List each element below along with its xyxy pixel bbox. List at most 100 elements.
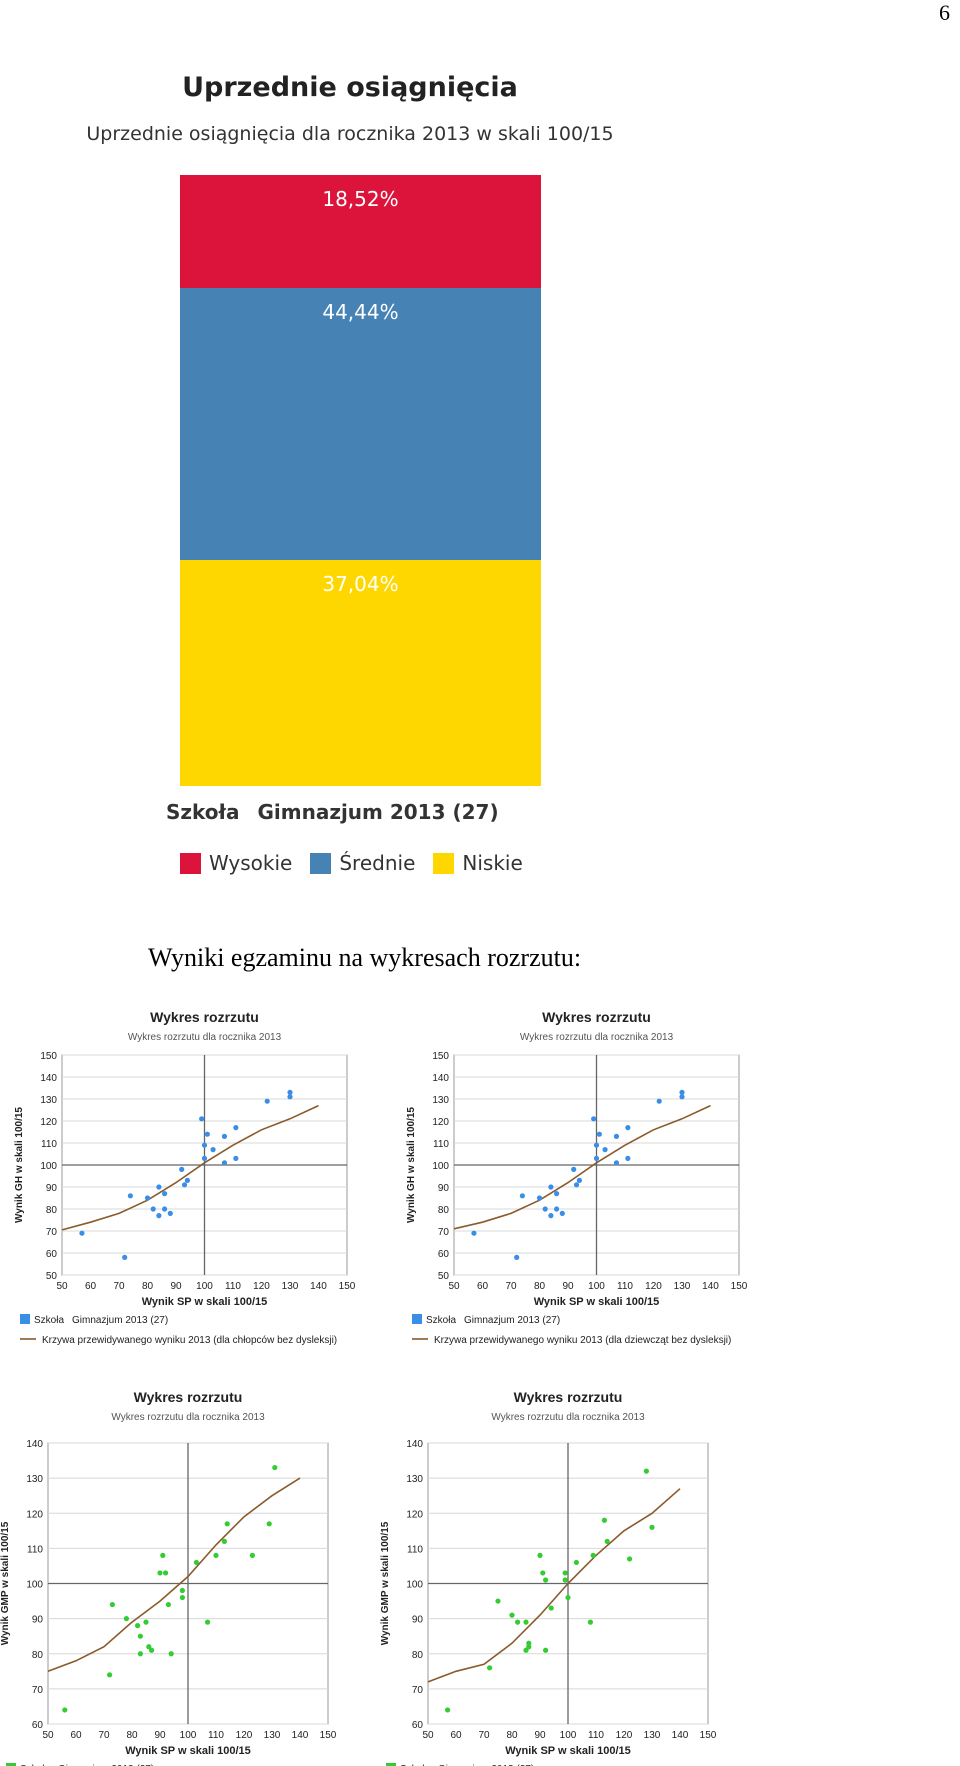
x-tick-label: 110 (588, 1730, 604, 1741)
y-tick-label: 80 (32, 1650, 44, 1661)
x-axis-label: Wynik SP w skali 100/15 (505, 1745, 631, 1757)
bar-segment-srednie: 44,44% (180, 288, 541, 560)
x-tick-label: 80 (534, 1281, 546, 1292)
legend-label-wysokie: Wysokie (209, 851, 293, 875)
scatter-point (162, 1206, 168, 1212)
data-label-wysokie: 18,52% (322, 187, 399, 211)
scatter-point (272, 1464, 278, 1471)
x-tick-label: 150 (700, 1730, 717, 1741)
stacked-bar: 18,52% 44,44% 37,04% (180, 175, 541, 786)
x-tick-label: 120 (253, 1281, 270, 1292)
scatter-point (649, 1524, 655, 1530)
x-tick-label: 110 (617, 1281, 633, 1292)
legend-label-points: Szkoła (400, 1764, 430, 1766)
x-axis-label: Wynik SP w skali 100/15 (534, 1296, 660, 1308)
scatter-point (571, 1166, 577, 1172)
y-tick-label: 130 (40, 1095, 57, 1106)
scatter-point (554, 1206, 560, 1212)
x-tick-label: 140 (310, 1281, 327, 1292)
legend-swatch-points (20, 1314, 30, 1324)
scatter-point (233, 1125, 239, 1131)
scatter-point (573, 1182, 580, 1188)
scatter-point (602, 1147, 608, 1153)
scatter-point (264, 1098, 270, 1104)
scatter-point (591, 1116, 597, 1122)
scatter-point (562, 1570, 568, 1576)
scatter-point (184, 1177, 190, 1183)
legend-label-curve: Krzywa przewidywanego wyniku 2013 (dla d… (434, 1335, 731, 1346)
scatter-chart-2: Wykres rozrzutu Wykres rozrzutu dla roczn… (392, 1010, 772, 1380)
x-axis-label: Wynik SP w skali 100/15 (142, 1296, 268, 1308)
scatter-point (643, 1468, 649, 1474)
y-tick-label: 60 (46, 1249, 58, 1260)
scatter-point (79, 1230, 85, 1236)
data-label-srednie: 44,44% (322, 300, 399, 325)
scatter-chart-4: Wykres rozrzutu Wykres rozrzutu dla roczn… (380, 1390, 780, 1766)
scatter-title: Wykres rozrzutu (150, 1010, 259, 1025)
y-tick-label: 60 (412, 1720, 424, 1731)
x-tick-label: 150 (320, 1730, 337, 1741)
x-tick-label: 130 (644, 1730, 661, 1741)
x-tick-label: 100 (560, 1730, 577, 1741)
scatter-point (143, 1619, 149, 1625)
scatter-point (542, 1206, 548, 1212)
section-heading: Wyniki egzaminu na wykresach rozrzutu: (148, 943, 582, 972)
scatter-point (165, 1601, 171, 1608)
scatter-point (613, 1133, 620, 1139)
scatter-point (601, 1517, 607, 1523)
page-number: 6 (939, 0, 950, 25)
x-tick-label: 50 (422, 1730, 434, 1741)
x-tick-label: 90 (562, 1281, 574, 1292)
prediction-curve (453, 1104, 711, 1230)
x-tick-label: 150 (731, 1281, 748, 1292)
y-tick-label: 90 (412, 1615, 424, 1626)
scatter-point (287, 1094, 293, 1100)
bar-legend: Wysokie Średnie Niskie (180, 851, 523, 875)
legend-label-school: Gimnazjum 2013 (27) (58, 1764, 154, 1766)
scatter-point (162, 1191, 168, 1197)
scatter-point (179, 1587, 185, 1594)
scatter-point (107, 1672, 113, 1678)
y-tick-label: 80 (46, 1205, 58, 1216)
scatter-point (146, 1644, 152, 1650)
y-tick-label: 60 (32, 1720, 44, 1731)
scatter-point (565, 1594, 571, 1601)
scatter-point (156, 1184, 162, 1190)
scatter-point (548, 1213, 554, 1219)
x-tick-label: 120 (236, 1730, 253, 1741)
scatter-point (540, 1570, 546, 1576)
prediction-curve (47, 1477, 301, 1673)
y-tick-label: 80 (412, 1650, 424, 1661)
y-tick-label: 110 (407, 1544, 423, 1555)
scatter-point (179, 1166, 185, 1172)
scatter-point (519, 1193, 525, 1199)
x-tick-label: 110 (225, 1281, 241, 1292)
scatter-point (224, 1521, 230, 1527)
scatter-point (471, 1230, 477, 1236)
category-value: Gimnazjum 2013 (27) (257, 800, 499, 824)
scatter-point (204, 1131, 210, 1137)
scatter-point (515, 1619, 521, 1625)
scatter-point (201, 1142, 208, 1148)
y-axis-label: Wynik GMP w skali 100/15 (380, 1521, 391, 1645)
legend-label-niskie: Niskie (462, 851, 523, 875)
scatter-point (150, 1206, 156, 1212)
category-label: Szkoła (166, 800, 240, 824)
scatter-point (205, 1619, 211, 1625)
scatter-point (157, 1570, 163, 1576)
x-tick-label: 140 (702, 1281, 719, 1292)
x-tick-label: 140 (672, 1730, 689, 1741)
y-tick-label: 130 (406, 1474, 423, 1485)
scatter-point (210, 1147, 216, 1153)
legend-swatch-points (412, 1314, 422, 1324)
y-tick-label: 120 (406, 1509, 423, 1520)
scatter-subtitle: Wykres rozrzutu dla rocznika 2013 (128, 1032, 282, 1043)
legend-label-school: Gimnazjum 2013 (27) (464, 1315, 560, 1326)
y-tick-label: 130 (26, 1474, 43, 1485)
y-tick-label: 50 (46, 1271, 58, 1282)
legend-label-school: Gimnazjum 2013 (27) (72, 1315, 168, 1326)
y-tick-label: 100 (40, 1161, 57, 1172)
bar-segment-wysokie: 18,52% (180, 175, 541, 289)
scatter-point (213, 1552, 219, 1558)
scatter-point (199, 1116, 205, 1122)
